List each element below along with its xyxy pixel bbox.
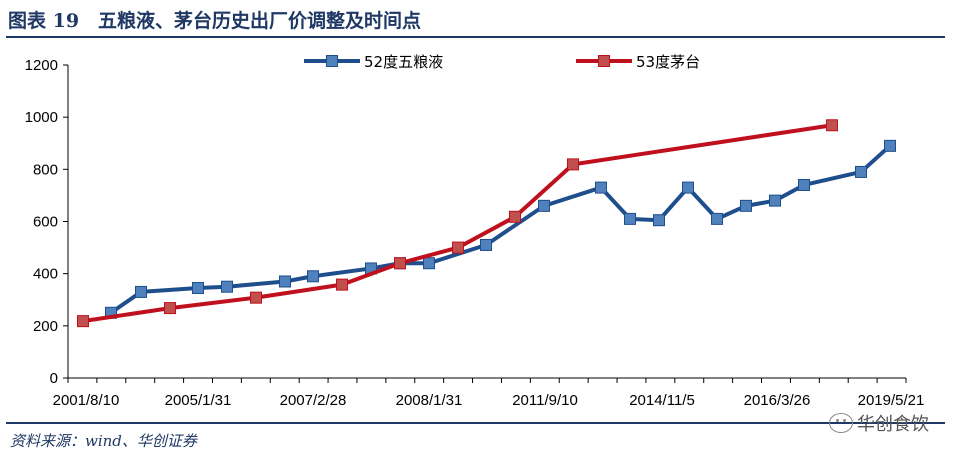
data-point	[538, 199, 550, 212]
x-tick-label: 2011/9/10	[512, 392, 578, 409]
data-point	[624, 212, 636, 225]
watermark-text: 华创食饮	[857, 414, 929, 435]
data-point	[135, 285, 147, 298]
data-point	[394, 257, 406, 270]
y-tick-label: 1000	[25, 109, 58, 126]
legend-swatch-marker	[326, 55, 338, 67]
data-point	[164, 302, 176, 315]
data-point	[682, 181, 694, 194]
data-point	[221, 280, 233, 293]
legend-label: 53度茅台	[636, 53, 700, 71]
watermark: 华创食饮	[829, 410, 929, 436]
data-point	[250, 291, 262, 304]
y-tick-label: 400	[33, 266, 58, 283]
data-point	[653, 214, 665, 227]
data-point	[307, 270, 319, 283]
data-point	[480, 238, 492, 251]
wechat-icon	[829, 413, 853, 433]
data-point	[77, 315, 89, 328]
x-tick-label: 2008/1/31	[396, 392, 463, 409]
data-point	[509, 210, 521, 223]
bottom-divider	[6, 422, 945, 424]
x-tick-label: 2005/1/31	[165, 392, 232, 409]
data-point	[192, 282, 204, 295]
data-point	[336, 278, 348, 291]
data-point	[798, 178, 810, 191]
data-point	[740, 199, 752, 212]
y-tick-label: 600	[33, 214, 58, 231]
data-point	[769, 194, 781, 207]
top-divider	[6, 36, 945, 38]
x-tick-label: 2007/2/28	[280, 392, 347, 409]
data-point	[884, 139, 896, 152]
chart-title: 图表 19 五粮液、茅台历史出厂价调整及时间点	[8, 10, 422, 32]
x-tick-label: 2014/11/5	[629, 392, 695, 409]
x-tick-label: 2019/5/21	[858, 392, 925, 409]
source-note: 资料来源：wind、华创证券	[10, 432, 197, 450]
data-point	[855, 165, 867, 178]
y-tick-label: 200	[33, 318, 58, 335]
y-tick-label: 1200	[25, 57, 58, 74]
x-tick-label: 2016/3/26	[744, 392, 811, 409]
y-tick-label: 800	[33, 161, 58, 178]
data-point	[826, 119, 838, 132]
data-point	[423, 257, 435, 270]
data-point	[452, 241, 464, 254]
legend-swatch-marker	[598, 55, 610, 67]
data-point	[279, 275, 291, 288]
data-point	[567, 158, 579, 171]
legend-label: 52度五粮液	[364, 53, 443, 71]
data-point	[711, 212, 723, 225]
y-tick-label: 0	[50, 370, 58, 387]
x-tick-label: 2001/8/10	[53, 392, 120, 409]
data-point	[595, 181, 607, 194]
